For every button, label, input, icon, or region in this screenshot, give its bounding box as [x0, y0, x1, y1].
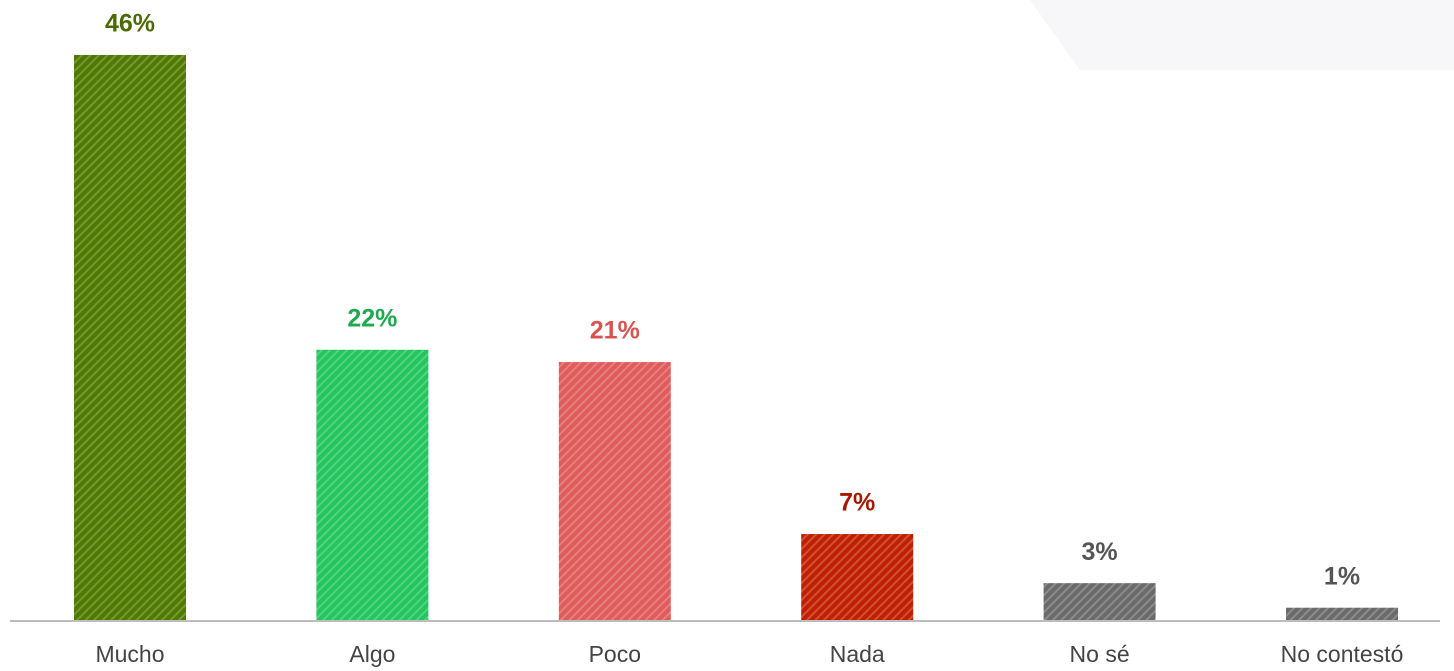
x-tick-label: Poco	[589, 641, 641, 667]
x-tick-label: No sé	[1070, 641, 1130, 667]
x-tick-label: No contestó	[1281, 641, 1404, 667]
bar	[1286, 607, 1398, 620]
value-label: 22%	[347, 304, 397, 332]
background-shape	[1030, 0, 1454, 70]
x-tick-label: Nada	[830, 641, 885, 667]
bar	[74, 55, 186, 620]
value-label: 7%	[839, 489, 875, 517]
value-label: 46%	[105, 10, 155, 38]
x-tick-label: Algo	[349, 641, 395, 667]
bar	[801, 534, 914, 620]
bar	[558, 362, 671, 620]
bar	[1043, 583, 1156, 620]
bar	[316, 349, 429, 620]
value-label: 1%	[1324, 562, 1360, 590]
value-label: 21%	[590, 317, 640, 345]
value-label: 3%	[1082, 538, 1118, 566]
x-tick-label: Mucho	[95, 641, 164, 667]
